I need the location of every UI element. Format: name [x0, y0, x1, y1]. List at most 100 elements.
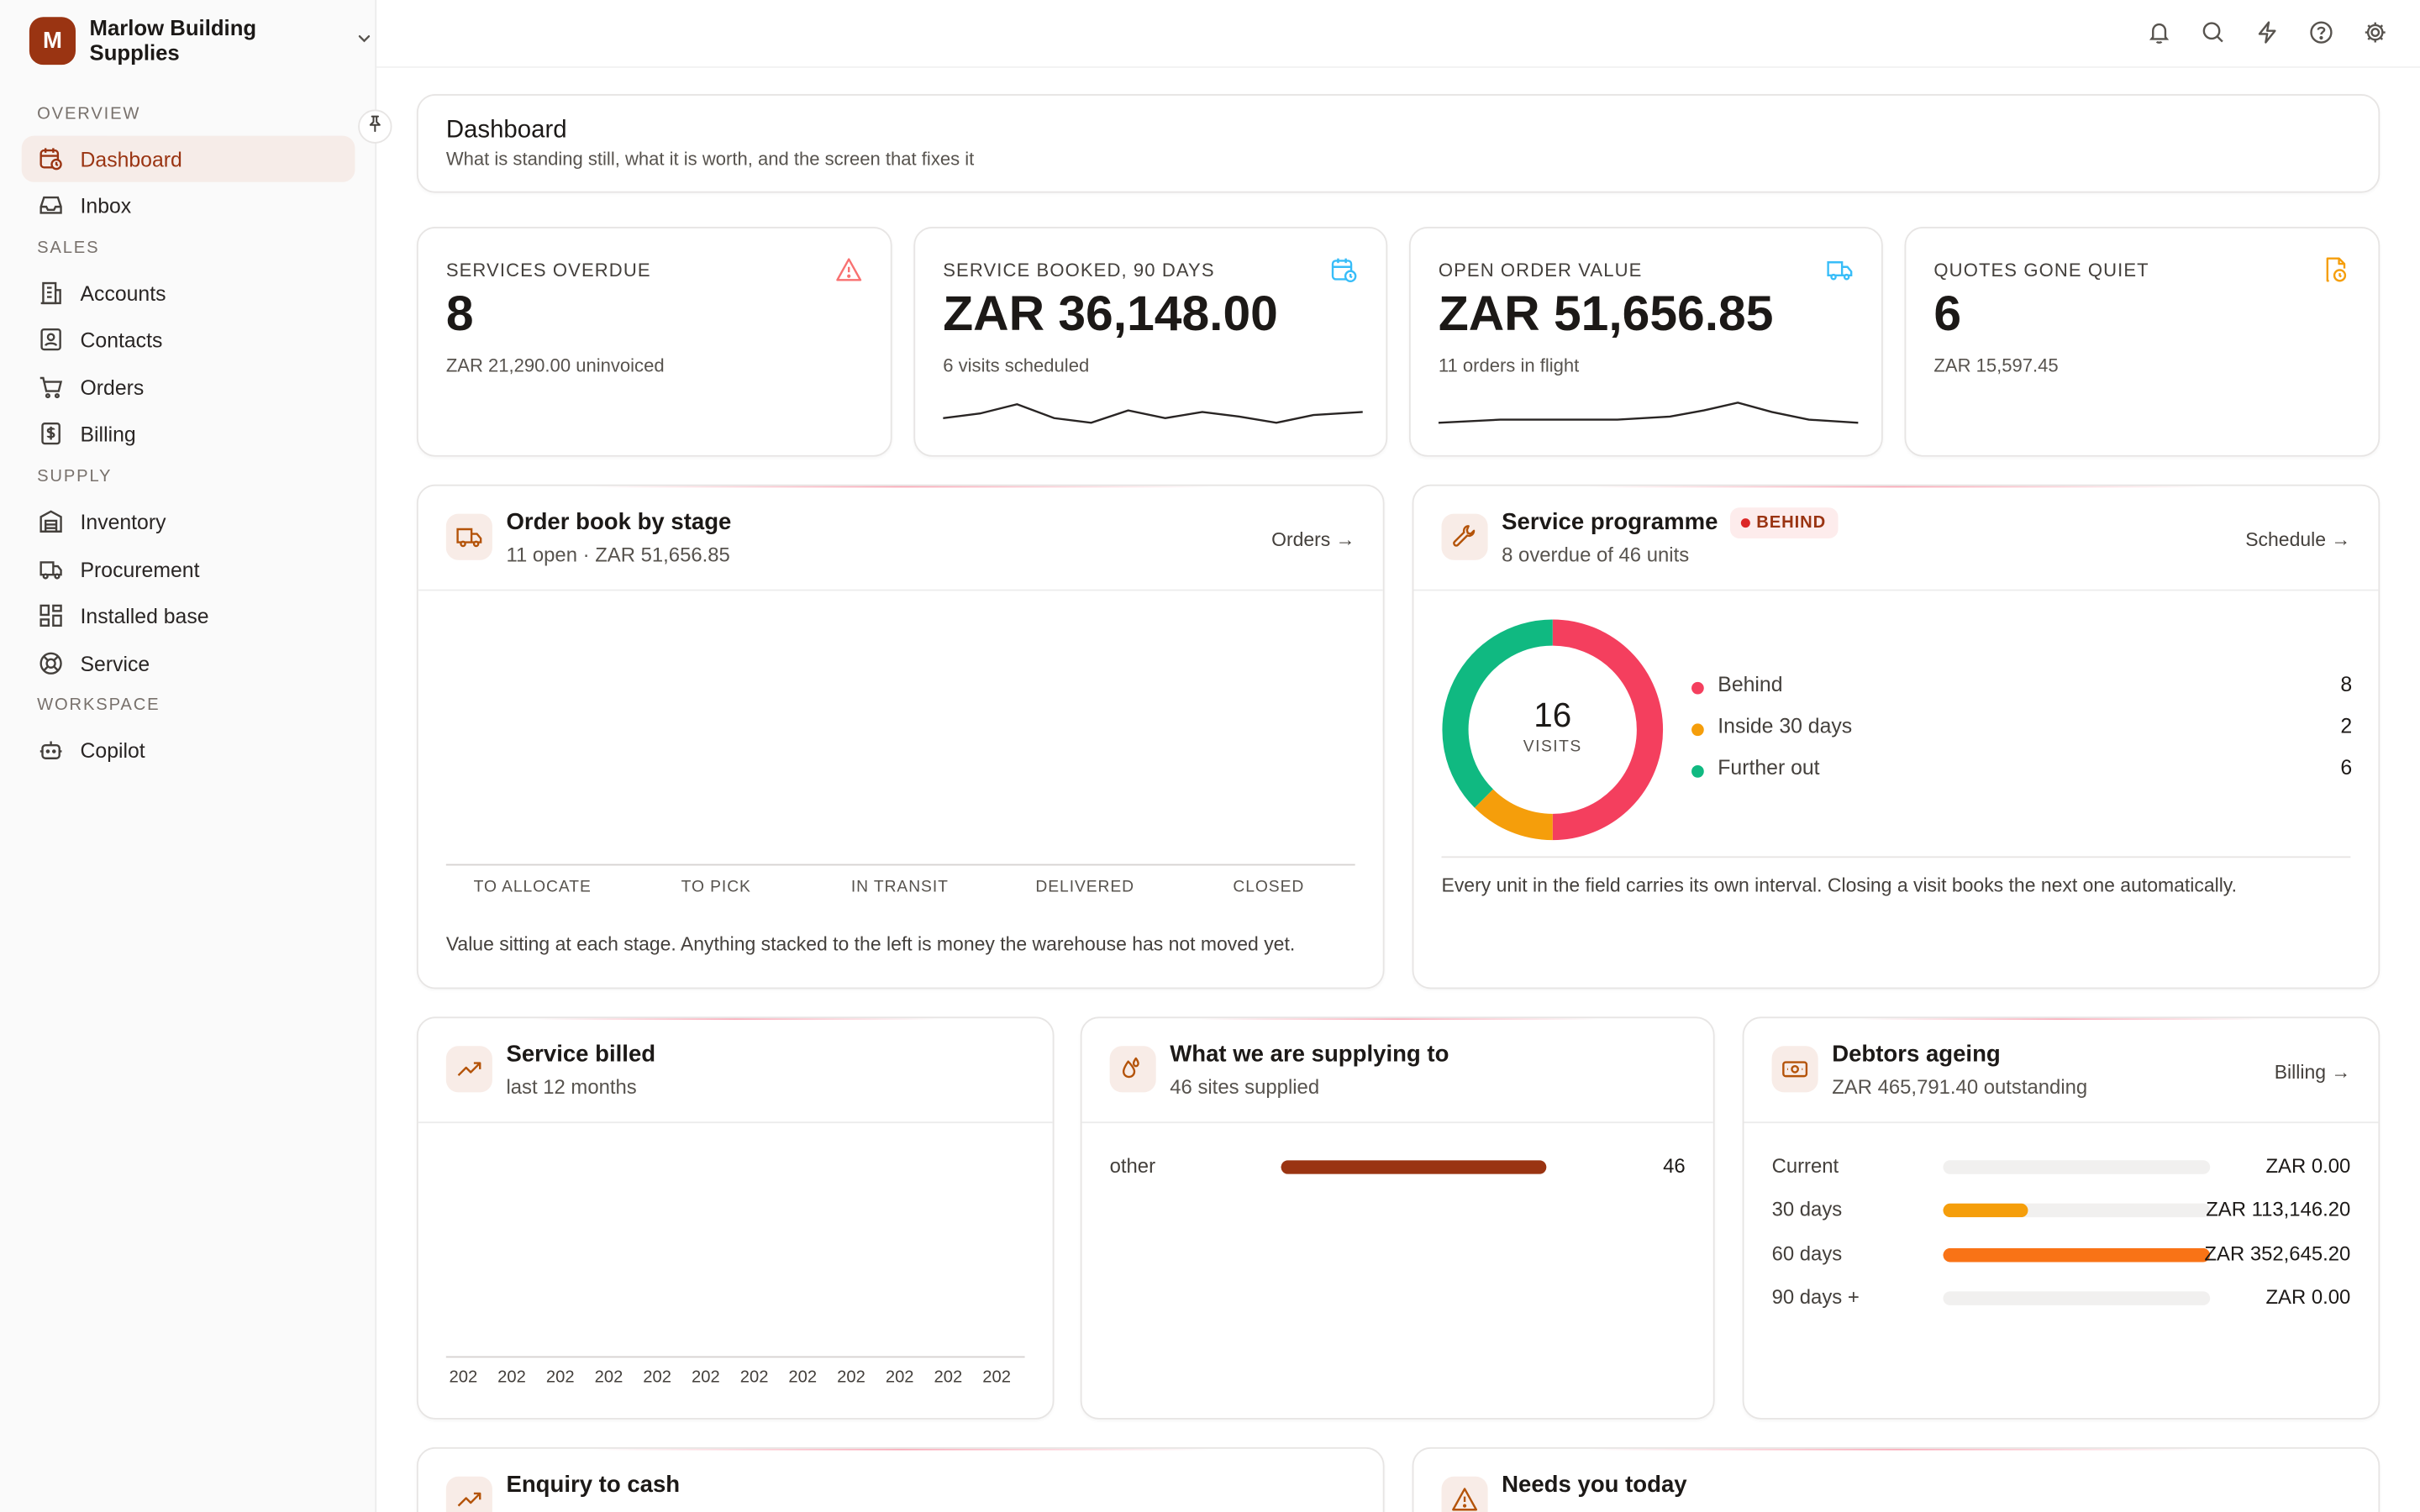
sidebar-item-procurement[interactable]: Procurement — [22, 546, 355, 592]
sidebar-item-inventory[interactable]: Inventory — [22, 498, 355, 544]
section-label-workspace: WORKSPACE — [37, 696, 160, 715]
stage-label-closed: CLOSED — [1233, 878, 1305, 897]
sparkline — [1438, 402, 1859, 424]
month-label: 202 — [545, 1368, 575, 1388]
org-switcher[interactable]: M Marlow Building Supplies — [29, 15, 372, 65]
ageing-label: 30 days — [1771, 1197, 1843, 1221]
service-programme-note: Every unit in the field carries its own … — [1441, 874, 2237, 897]
ageing-bar-track — [1943, 1160, 2211, 1174]
month-label: 202 — [788, 1368, 818, 1388]
lifebuoy-icon — [37, 649, 65, 677]
legend-item-further-out: Further out 6 — [1691, 754, 2352, 785]
sidebar-item-service[interactable]: Service — [22, 640, 355, 686]
sidebar-item-contacts[interactable]: Contacts — [22, 317, 355, 363]
panel-subtitle: 46 sites supplied — [1170, 1075, 1320, 1099]
donut-segment-further-out — [1442, 619, 1554, 808]
month-label: 202 — [643, 1368, 672, 1388]
panel-subtitle: last 12 months — [506, 1075, 637, 1099]
chart-axis — [445, 864, 1355, 866]
enquiry-to-cash-panel: Enquiry to cash — [416, 1446, 1385, 1512]
schedule-link[interactable]: Schedule → — [2245, 529, 2351, 551]
legend-label: Further out — [1718, 756, 1820, 780]
month-label: 202 — [934, 1368, 963, 1388]
sidebar-item-label: Copilot — [80, 738, 145, 762]
panel-subtitle: ZAR 465,791.40 outstanding — [1832, 1075, 2088, 1099]
bar-label: other — [1109, 1153, 1156, 1178]
sidebar-item-label: Orders — [80, 375, 145, 399]
legend-dot — [1691, 723, 1704, 737]
sidebar-item-label: Inbox — [80, 193, 132, 218]
kpi-card-quotes-gone-quiet[interactable]: QUOTES GONE QUIET 6 ZAR 15,597.45 — [1904, 227, 2381, 457]
sidebar-item-label: Installed base — [80, 604, 209, 627]
kpi-card-services-overdue[interactable]: SERVICES OVERDUE 8 ZAR 21,290.00 uninvoi… — [416, 227, 892, 457]
truck-icon — [445, 513, 492, 560]
panel-subtitle: 11 open · ZAR 51,656.85 — [506, 543, 730, 567]
bot-icon — [37, 736, 65, 764]
pin-sidebar-button[interactable] — [358, 109, 392, 144]
sidebar-item-accounts[interactable]: Accounts — [22, 270, 355, 316]
search-icon[interactable] — [2199, 18, 2227, 46]
donut-total-label: VISITS — [1523, 737, 1582, 757]
sidebar-item-label: Procurement — [80, 557, 200, 581]
panel-title: Needs you today — [1502, 1472, 1687, 1499]
sidebar-item-billing[interactable]: Billing — [22, 411, 355, 457]
donut-segment-behind — [1552, 619, 1663, 841]
sidebar-item-dashboard[interactable]: Dashboard — [21, 135, 355, 182]
ageing-bar-track — [1943, 1247, 2211, 1262]
truck-icon — [1826, 256, 1854, 284]
kpi-label: SERVICES OVERDUE — [445, 259, 651, 281]
pin-icon — [366, 113, 384, 140]
kpi-subtext: 11 orders in flight — [1438, 354, 1580, 377]
bar-value: 46 — [1663, 1153, 1686, 1178]
legend-dot — [1691, 765, 1704, 778]
sidebar-item-installed-base[interactable]: Installed base — [22, 592, 355, 638]
org-avatar: M — [29, 16, 76, 65]
wrench-icon — [1441, 513, 1488, 560]
sidebar-item-inbox[interactable]: Inbox — [22, 182, 355, 228]
bar-fill — [1281, 1160, 1547, 1174]
grid-icon — [37, 601, 65, 629]
page-title: Dashboard — [445, 117, 567, 144]
panel-title: Order book by stage — [506, 509, 732, 536]
divider — [1441, 856, 2351, 858]
month-label: 202 — [885, 1368, 914, 1388]
legend-item-behind: Behind 8 — [1691, 671, 2352, 702]
stage-label-to-pick: TO PICK — [681, 878, 751, 897]
bell-icon[interactable] — [2145, 18, 2173, 46]
ageing-bar-track — [1943, 1291, 2211, 1305]
chevron-down-icon — [356, 26, 371, 54]
banknote-icon — [1771, 1046, 1818, 1093]
legend-dot — [1691, 681, 1704, 695]
trending-up-icon — [445, 1046, 492, 1093]
billing-link[interactable]: Billing → — [2274, 1061, 2351, 1084]
legend-value: 2 — [2340, 714, 2353, 738]
month-label: 202 — [837, 1368, 865, 1388]
debtors-ageing-panel: Debtors ageing ZAR 465,791.40 outstandin… — [1742, 1016, 2381, 1420]
panel-title: Enquiry to cash — [506, 1472, 681, 1499]
section-label-overview: OVERVIEW — [37, 104, 141, 123]
truck-icon — [37, 555, 65, 583]
orders-link[interactable]: Orders → — [1271, 529, 1355, 551]
ageing-bar-track — [1943, 1204, 2211, 1218]
topbar — [376, 0, 2420, 68]
droplets-icon — [1109, 1046, 1156, 1093]
sidebar-item-orders[interactable]: Orders — [22, 364, 355, 410]
warning-icon — [1441, 1476, 1488, 1512]
kpi-label: QUOTES GONE QUIET — [1933, 259, 2149, 281]
ageing-bar-fill — [1943, 1204, 2029, 1218]
kpi-card-service-booked[interactable]: SERVICE BOOKED, 90 DAYS ZAR 36,148.00 6 … — [913, 227, 1388, 457]
order-book-panel: Order book by stage 11 open · ZAR 51,656… — [416, 484, 1385, 990]
sidebar-item-copilot[interactable]: Copilot — [22, 727, 355, 773]
help-icon[interactable] — [2307, 18, 2335, 46]
month-label: 202 — [982, 1368, 1011, 1388]
contact-card-icon — [37, 326, 65, 354]
kpi-card-open-order-value[interactable]: OPEN ORDER VALUE ZAR 51,656.85 11 orders… — [1408, 227, 1883, 457]
kpi-subtext: 6 visits scheduled — [943, 354, 1090, 377]
gear-icon[interactable] — [2361, 18, 2389, 46]
trending-up-icon — [445, 1476, 492, 1512]
month-label: 202 — [594, 1368, 623, 1388]
calendar-clock-icon — [1330, 256, 1358, 284]
ageing-value: ZAR 352,645.20 — [2204, 1241, 2351, 1265]
status-badge: BEHIND — [1729, 507, 1839, 539]
bolt-icon[interactable] — [2254, 18, 2281, 46]
